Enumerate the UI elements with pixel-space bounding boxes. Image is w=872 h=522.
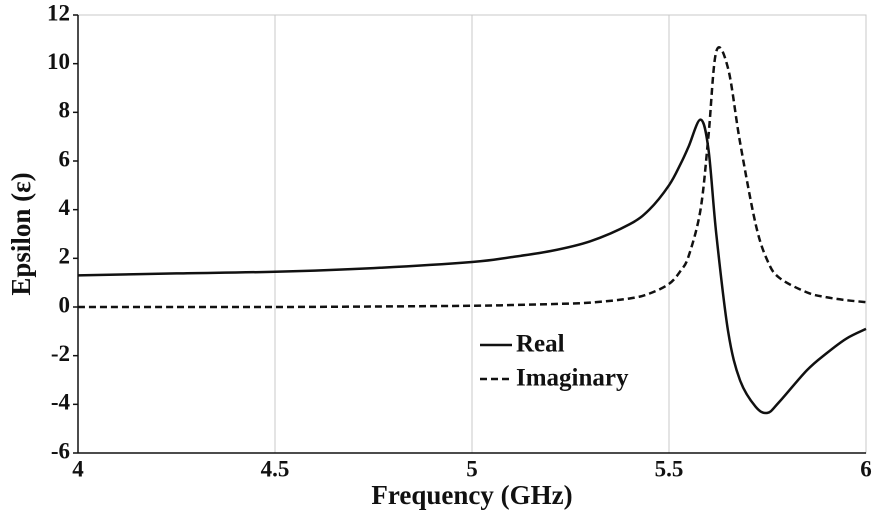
line-series xyxy=(77,118,867,415)
y-tick-label: -6 xyxy=(51,438,70,463)
y-tick-label: -4 xyxy=(51,390,71,415)
x-tick-label: 4 xyxy=(72,456,84,481)
y-tick-label: 8 xyxy=(59,98,71,123)
y-tick-label: 10 xyxy=(47,49,70,74)
y-tick-label: -2 xyxy=(51,341,70,366)
y-tick-label: 6 xyxy=(59,146,71,171)
legend-text: Real xyxy=(516,331,565,358)
x-tick-label: 4.5 xyxy=(261,456,290,481)
y-tick-label: 4 xyxy=(59,195,71,220)
x-tick-label: 5 xyxy=(466,456,478,481)
x-tick-label: 5.5 xyxy=(655,456,684,481)
x-axis-label: Frequency (GHz) xyxy=(371,480,572,510)
y-axis-label: Epsilon (ε) xyxy=(6,172,36,295)
y-tick-label: 2 xyxy=(59,244,71,269)
y-tick-label: 0 xyxy=(59,292,71,317)
line-series xyxy=(77,46,867,309)
x-tick-label: 6 xyxy=(860,456,872,481)
legend-text: Imaginary xyxy=(516,365,629,392)
y-tick-label: 12 xyxy=(47,0,70,25)
